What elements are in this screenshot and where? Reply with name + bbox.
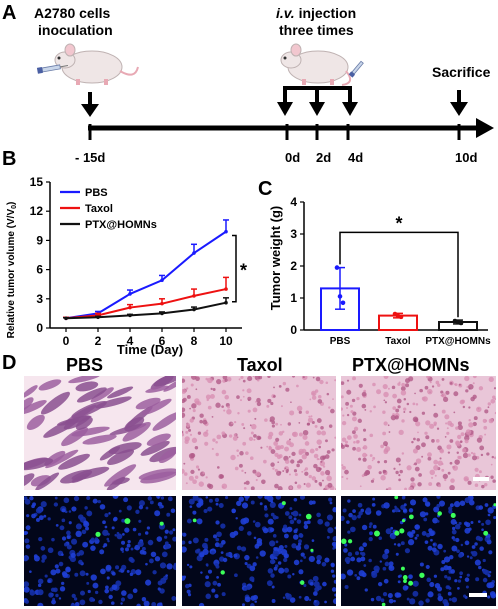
y-tick-label: 4 [290,195,297,209]
data-point [160,301,164,306]
y-tick-label: 9 [36,233,43,247]
injection-rest: injection [294,5,357,21]
mouse-icon [280,43,352,86]
timeline-arrowhead [476,118,494,138]
data-point [96,315,100,320]
series-line [65,230,227,320]
panel-label-c: C [258,178,273,200]
day-label: - 15d [75,150,106,165]
sacrifice-label: Sacrifice [432,64,491,80]
y-tick-label: 0 [290,323,297,337]
tumor-volume-chart: Relative tumor volume (V/V0) Time (Day) … [6,175,247,357]
data-point [160,311,164,316]
data-point [160,278,164,283]
panel-label-a: A [2,2,17,24]
data-point [224,287,228,291]
arrow-down-icon [450,90,468,116]
y-axis-label: Tumor weight (g) [268,206,283,310]
data-point [192,294,196,298]
data-point [128,292,132,296]
day-label: 2d [316,150,332,165]
data-point [224,229,228,234]
legend-label: Taxol [85,203,113,215]
scale-bar [469,593,487,597]
x-tick-label: 0 [63,334,70,348]
fluorescence-pbs [24,496,176,606]
he-stain-pbs [24,376,176,490]
syringe-icon [36,64,69,74]
data-point [334,265,340,270]
data-point [128,313,132,318]
legend-label: PBS [85,187,108,199]
y-tick-label: 2 [290,259,297,273]
significance-bracket [339,231,459,318]
inoculation-label-line2: inoculation [38,22,113,38]
data-point [337,294,343,299]
fluorescence-taxol [182,496,336,606]
day-label: 10d [455,150,478,165]
y-axis-label: Relative tumor volume (V/V0) [6,202,18,339]
legend: PBS Taxol PTX@HOMNs [60,187,157,231]
x-axis-label: Time (Day) [117,342,183,357]
category-label: PBS [330,336,351,347]
x-tick-label: 4 [127,334,134,348]
significance-star: * [240,261,247,281]
significance-bracket [232,234,237,303]
significance-star: * [395,213,402,233]
data-point [398,314,404,320]
column-header-taxol: Taxol [237,355,283,375]
injection-label-line2: three times [279,22,354,38]
column-header-pbs: PBS [66,355,104,375]
x-tick-label: 2 [95,334,102,348]
legend-label: PTX@HOMNs [85,219,157,231]
timeline-graphic [36,43,494,140]
data-point [192,307,196,312]
data-point [128,305,132,310]
injection-iv: i.v. [276,5,295,21]
arrow-down-icon [81,92,99,117]
series-line [65,301,227,320]
x-tick-label: 8 [191,334,198,348]
category-label: PTX@HOMNs [425,336,491,347]
x-tick-label: 10 [219,334,233,348]
data-point [224,300,228,305]
injection-label-line1: i.v. injection [276,5,356,21]
data-point [64,316,68,321]
tumor-weight-chart: Tumor weight (g) 0 1 2 3 4 PBS Taxol PTX@HOMNs * [268,195,491,347]
y-tick-label: 6 [36,263,43,277]
mouse-icon [54,43,139,85]
data-point [340,300,346,306]
scale-bar [473,477,489,481]
data-point [458,320,464,326]
he-stain-ptx [341,376,496,490]
y-tick-label: 3 [36,292,43,306]
fluorescence-ptx [341,496,496,606]
injection-bracket [277,86,358,116]
day-label: 0d [285,150,301,165]
y-tick-label: 1 [290,291,297,305]
y-tick-label: 3 [290,227,297,241]
data-point [192,251,196,255]
panel-label-d: D [2,352,17,374]
day-label: 4d [348,150,364,165]
syringe-icon [348,60,364,78]
column-header-ptx: PTX@HOMNs [352,355,470,375]
x-tick-label: 6 [159,334,166,348]
category-label: Taxol [385,336,411,347]
y-tick-label: 12 [30,204,44,218]
inoculation-label-line1: A2780 cells [34,5,111,21]
y-tick-label: 0 [36,321,43,335]
he-stain-taxol [182,376,336,490]
series-line [65,288,227,320]
y-tick-label: 15 [30,175,44,189]
panel-label-b: B [2,148,17,170]
